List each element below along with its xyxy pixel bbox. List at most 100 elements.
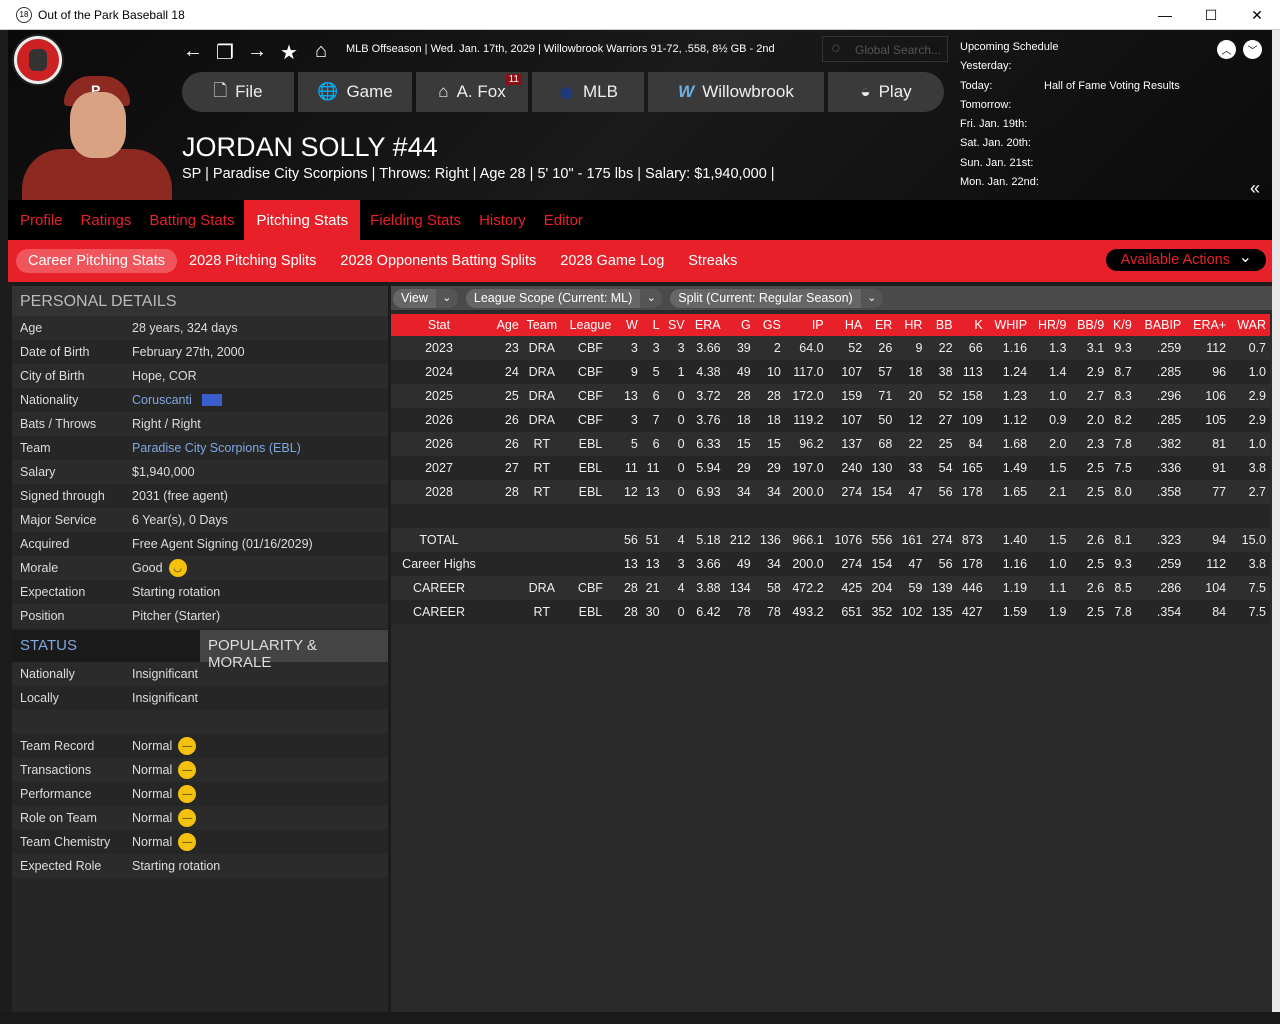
nav-file[interactable]: 🗋 File — [182, 72, 294, 112]
table-row[interactable]: CAREER DRA CBF 28 21 4 3.88 134 58 472.2 425 204 59 1… — [391, 576, 1270, 600]
detail-value: February 27th, 2000 — [132, 345, 245, 359]
table-row[interactable] — [391, 504, 1270, 528]
table-cell: DRA — [522, 336, 565, 360]
tab-popularity-morale[interactable]: POPULARITY & MORALE — [200, 630, 388, 671]
table-cell: 18 — [896, 360, 927, 384]
column-header[interactable]: W — [620, 314, 642, 336]
table-row[interactable]: 2026 26 DRA CBF 3 7 0 3.76 18 18 119.2 107 50 12 27 109… — [391, 408, 1270, 432]
column-header[interactable]: Stat — [391, 314, 491, 336]
tab-fielding-stats[interactable]: Fielding Stats — [370, 211, 462, 229]
table-cell — [491, 528, 523, 552]
filter-dropdown[interactable]: Split (Current: Regular Season) ⌄ — [670, 288, 883, 308]
table-cell: 493.2 — [784, 600, 828, 624]
tab-pitching-stats[interactable]: Pitching Stats — [244, 200, 361, 240]
subtab-2028-opponents-batting-splits[interactable]: 2028 Opponents Batting Splits — [340, 253, 537, 269]
nav-a-fox[interactable]: ⌂ A. Fox 11 — [416, 72, 528, 112]
column-header[interactable]: G — [724, 314, 755, 336]
filter-dropdown[interactable]: League Scope (Current: ML) ⌄ — [465, 288, 663, 308]
table-cell: DRA — [522, 360, 565, 384]
header: P ← ❐ → ★ ⌂ MLB Offseason | Wed. Jan. 17th, … — [8, 30, 1272, 200]
subtab-2028-pitching-splits[interactable]: 2028 Pitching Splits — [189, 253, 317, 269]
nav-willowbrook[interactable]: W Willowbrook — [648, 72, 824, 112]
tab-ratings[interactable]: Ratings — [80, 211, 132, 229]
tab-editor[interactable]: Editor — [543, 211, 583, 229]
table-cell: 64.0 — [784, 336, 828, 360]
column-header[interactable]: League — [564, 314, 621, 336]
column-header[interactable]: ERA+ — [1185, 314, 1231, 336]
detail-value[interactable]: Paradise City Scorpions (EBL) — [132, 441, 301, 455]
close-button[interactable]: ✕ — [1251, 6, 1263, 23]
scroll-down-icon[interactable]: ﹀ — [1243, 40, 1262, 59]
column-header[interactable]: Team — [522, 314, 565, 336]
table-row[interactable]: 2026 26 RT EBL 5 6 0 6.33 15 15 96.2 137 68 22 25 84 1.6… — [391, 432, 1270, 456]
column-header[interactable]: L — [641, 314, 664, 336]
subtab-streaks[interactable]: Streaks — [688, 253, 738, 269]
maximize-button[interactable]: ☐ — [1204, 6, 1218, 23]
table-cell — [391, 504, 491, 528]
column-header[interactable]: WHIP — [986, 314, 1032, 336]
global-search-input[interactable]: Global Search... — [822, 36, 948, 62]
chevron-down-icon[interactable]: ⌄ — [860, 288, 883, 308]
column-header[interactable]: GS — [754, 314, 785, 336]
detail-row: Bats / Throws Right / Right — [12, 412, 388, 436]
tab-history[interactable]: History — [479, 211, 526, 229]
column-header[interactable]: HA — [827, 314, 867, 336]
table-row[interactable]: 2024 24 DRA CBF 9 5 1 4.38 49 10 117.0 107 57 18 38 113… — [391, 360, 1270, 384]
column-header[interactable]: BABIP — [1135, 314, 1186, 336]
minimize-button[interactable]: — — [1158, 7, 1172, 23]
column-header[interactable]: K — [956, 314, 987, 336]
subtab-2028-game-log[interactable]: 2028 Game Log — [560, 253, 665, 269]
collapse-icon[interactable]: « — [1250, 178, 1261, 198]
column-header[interactable]: SV — [663, 314, 689, 336]
back-icon[interactable]: ← — [183, 40, 203, 62]
column-header[interactable]: ER — [866, 314, 897, 336]
table-row[interactable]: 2025 25 DRA CBF 13 6 0 3.72 28 28 172.0 159 71 20 52 15… — [391, 384, 1270, 408]
detail-value[interactable]: Coruscanti — [132, 393, 222, 407]
team-logo-icon: W — [678, 82, 695, 101]
subtab-career-pitching-stats[interactable]: Career Pitching Stats — [16, 249, 178, 273]
table-cell: 1.0 — [1031, 384, 1071, 408]
column-header[interactable]: HR/9 — [1031, 314, 1071, 336]
table-row[interactable]: TOTAL 56 51 4 5.18 212 136 966.1 1076 556 161 274 87… — [391, 528, 1270, 552]
table-row[interactable]: 2027 27 RT EBL 11 11 0 5.94 29 29 197.0 240 130 33 54 1… — [391, 456, 1270, 480]
table-row[interactable]: 2023 23 DRA CBF 3 3 3 3.66 39 2 64.0 52 26 9 22 66 1.16 1… — [391, 336, 1270, 360]
chevron-down-icon[interactable]: ⌄ — [435, 288, 458, 308]
table-cell: 2024 — [391, 360, 491, 384]
column-header[interactable]: WAR — [1230, 314, 1270, 336]
available-actions-button[interactable]: Available Actions — [1105, 247, 1266, 271]
column-header[interactable]: IP — [784, 314, 828, 336]
scroll-up-icon[interactable]: ︿ — [1217, 40, 1236, 59]
filter-dropdown[interactable]: View ⌄ — [393, 288, 458, 308]
home-icon[interactable]: ⌂ — [314, 40, 328, 62]
tab-batting-stats[interactable]: Batting Stats — [149, 211, 235, 229]
detail-label: Date of Birth — [20, 345, 90, 359]
nav-mlb[interactable]: ● MLB — [532, 72, 644, 112]
column-header[interactable]: HR — [896, 314, 927, 336]
column-header[interactable]: K/9 — [1108, 314, 1136, 336]
forward-icon[interactable]: → — [247, 40, 267, 62]
column-header[interactable]: Age — [491, 314, 523, 336]
table-row[interactable]: CAREER RT EBL 28 30 0 6.42 78 78 493.2 651 352 102 13… — [391, 600, 1270, 624]
table-cell: 2023 — [391, 336, 491, 360]
game-logo[interactable] — [14, 36, 62, 84]
window-scrollbar[interactable] — [1272, 30, 1280, 1024]
star-icon[interactable]: ★ — [280, 42, 298, 64]
nav-play[interactable]: ◒ Play — [828, 72, 944, 112]
tab-status[interactable]: STATUS — [12, 630, 200, 662]
detail-value: Normal — — [132, 785, 197, 803]
table-cell: 26 — [491, 432, 523, 456]
table-row[interactable]: 2028 28 RT EBL 12 13 0 6.93 34 34 200.0 274 154 47 56 1… — [391, 480, 1270, 504]
detail-label: Locally — [20, 691, 59, 705]
tab-profile[interactable]: Profile — [20, 211, 63, 229]
column-header[interactable]: ERA — [688, 314, 725, 336]
column-header[interactable]: BB — [926, 314, 957, 336]
nav-game[interactable]: 🌐 Game — [298, 72, 412, 112]
table-row[interactable]: Career Highs 13 13 3 3.66 49 34 200.0 274 154 47 56… — [391, 552, 1270, 576]
table-cell: 29 — [754, 456, 785, 480]
table-cell: 1.9 — [1031, 600, 1071, 624]
table-cell: 2026 — [391, 432, 491, 456]
chevron-down-icon[interactable]: ⌄ — [640, 288, 663, 308]
table-cell — [641, 504, 664, 528]
column-header[interactable]: BB/9 — [1070, 314, 1109, 336]
copy-icon[interactable]: ❐ — [216, 42, 234, 64]
